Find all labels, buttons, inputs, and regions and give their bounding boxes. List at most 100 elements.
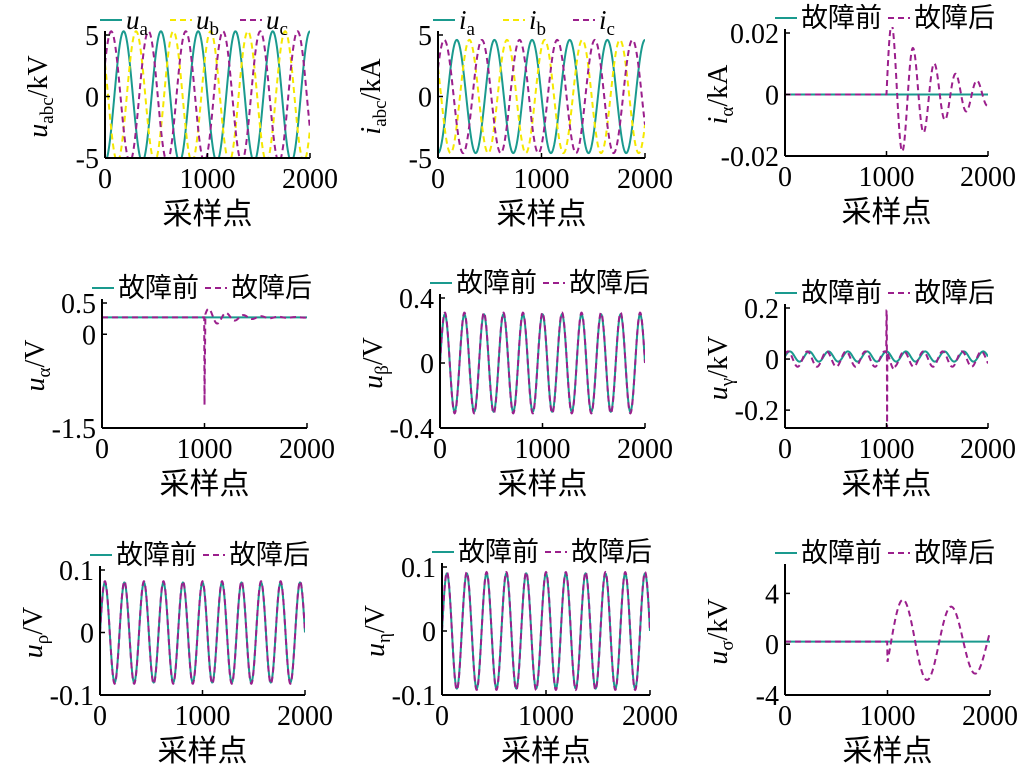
legend-label: 故障前 <box>801 3 882 33</box>
x-tick-label: 1000 <box>859 162 915 193</box>
x-tick-label: 0 <box>431 164 445 195</box>
series-line-2 <box>102 307 307 405</box>
y-axis-label: uα/V <box>20 340 55 392</box>
x-tick-label: 2000 <box>960 434 1016 465</box>
subplot-6: 0 1000 2000 -0.2 0 0.2 采样点 uγ/kV 故障前 故障后 <box>703 278 1016 501</box>
x-tick-label: 1000 <box>515 434 571 465</box>
x-tick-label: 0 <box>435 701 449 732</box>
legend-entry-2: 故障后 <box>205 273 312 303</box>
legend-entry-2: 故障后 <box>888 278 995 308</box>
legend-label: ia <box>459 5 476 40</box>
x-tick-label: 2000 <box>279 434 335 465</box>
y-axis-label: uγ/kV <box>703 336 738 400</box>
x-tick-label: 0 <box>98 164 112 195</box>
y-tick-label: -4 <box>756 681 779 712</box>
y-tick-label: -0.1 <box>50 681 94 712</box>
series-line-2 <box>440 311 645 415</box>
y-tick-label: 0 <box>765 345 779 376</box>
series-line-2 <box>105 30 310 158</box>
legend-entry-2: 故障后 <box>543 268 650 298</box>
x-tick-label: 2000 <box>617 164 673 195</box>
x-tick-label: 1000 <box>180 164 236 195</box>
y-tick-label: 0.2 <box>744 294 779 325</box>
x-tick-label: 0 <box>778 434 792 465</box>
legend-label: 故障前 <box>118 273 199 303</box>
y-tick-label: 0 <box>422 617 436 648</box>
series-line-2 <box>785 27 988 153</box>
x-tick-label: 2000 <box>962 701 1018 732</box>
y-tick-label: -0.4 <box>390 414 434 445</box>
x-axis-label: 采样点 <box>842 468 932 501</box>
x-axis-label: 采样点 <box>842 196 932 229</box>
series-line-3 <box>105 30 310 158</box>
y-tick-label: -5 <box>409 144 432 175</box>
legend-label: 故障前 <box>458 537 539 567</box>
x-axis-label: 采样点 <box>163 198 253 231</box>
y-tick-label: 0 <box>765 630 779 661</box>
y-tick-label: 4 <box>765 579 779 610</box>
legend-entry-2: ib <box>503 5 546 40</box>
x-axis-label: 采样点 <box>497 198 587 231</box>
legend-label: ub <box>196 5 219 40</box>
x-tick-label: 1000 <box>514 164 570 195</box>
x-tick-label: 0 <box>95 434 109 465</box>
series-line-3 <box>438 38 645 155</box>
y-tick-label: 0.1 <box>401 553 436 584</box>
legend-entry-1: ia <box>433 5 476 40</box>
y-tick-label: 0 <box>418 83 432 114</box>
y-tick-label: 0 <box>420 349 434 380</box>
legend-entry-2: ub <box>170 5 219 40</box>
legend-entry-1: 故障前 <box>432 537 539 567</box>
legend-label: 故障后 <box>231 273 312 303</box>
legend-entry-2: 故障后 <box>888 3 995 33</box>
x-tick-label: 1000 <box>177 434 233 465</box>
x-tick-label: 0 <box>778 701 792 732</box>
y-tick-label: 5 <box>418 21 432 52</box>
x-tick-label: 1000 <box>175 701 231 732</box>
y-tick-label: 0 <box>85 83 99 114</box>
series-line-1 <box>438 38 645 155</box>
y-axis-label: uabc/kV <box>23 55 58 137</box>
series-line-2 <box>785 598 990 681</box>
x-tick-label: 0 <box>778 162 792 193</box>
y-axis-label: uβ/V <box>358 337 393 389</box>
series-line-2 <box>785 309 988 428</box>
x-tick-label: 0 <box>93 701 107 732</box>
y-axis-label: iabc/kA <box>356 58 391 135</box>
legend-label: 故障后 <box>914 538 995 568</box>
x-tick-label: 1000 <box>860 701 916 732</box>
legend-entry-2: 故障后 <box>203 540 310 570</box>
y-tick-label: 0.4 <box>399 284 434 315</box>
legend-label: 故障前 <box>801 538 882 568</box>
x-axis-label: 采样点 <box>843 735 933 768</box>
legend-entry-3: ic <box>573 5 615 40</box>
legend-entry-2: 故障后 <box>545 537 652 567</box>
legend-label: 故障前 <box>116 540 197 570</box>
legend-entry-1: 故障前 <box>775 278 882 308</box>
legend-label: 故障后 <box>914 278 995 308</box>
y-tick-label: -0.1 <box>392 681 436 712</box>
y-axis-label: uσ/kV <box>703 598 738 664</box>
x-axis-label: 采样点 <box>501 735 591 768</box>
x-tick-label: 1000 <box>859 434 915 465</box>
legend-label: uc <box>266 5 288 40</box>
series-line-2 <box>442 570 650 692</box>
series-line-2 <box>438 38 645 155</box>
legend-entry-1: ua <box>100 5 149 40</box>
y-tick-label: 5 <box>85 21 99 52</box>
x-tick-label: 2000 <box>282 164 338 195</box>
x-tick-label: 0 <box>433 434 447 465</box>
y-tick-label: 0.1 <box>59 556 94 587</box>
legend-label: 故障后 <box>229 540 310 570</box>
y-axis-label: iα/kA <box>703 64 738 125</box>
y-tick-label: 0 <box>82 320 96 351</box>
legend-entry-1: 故障前 <box>92 273 199 303</box>
y-axis-label: uη/V <box>360 605 395 657</box>
legend-entry-1: 故障前 <box>775 3 882 33</box>
